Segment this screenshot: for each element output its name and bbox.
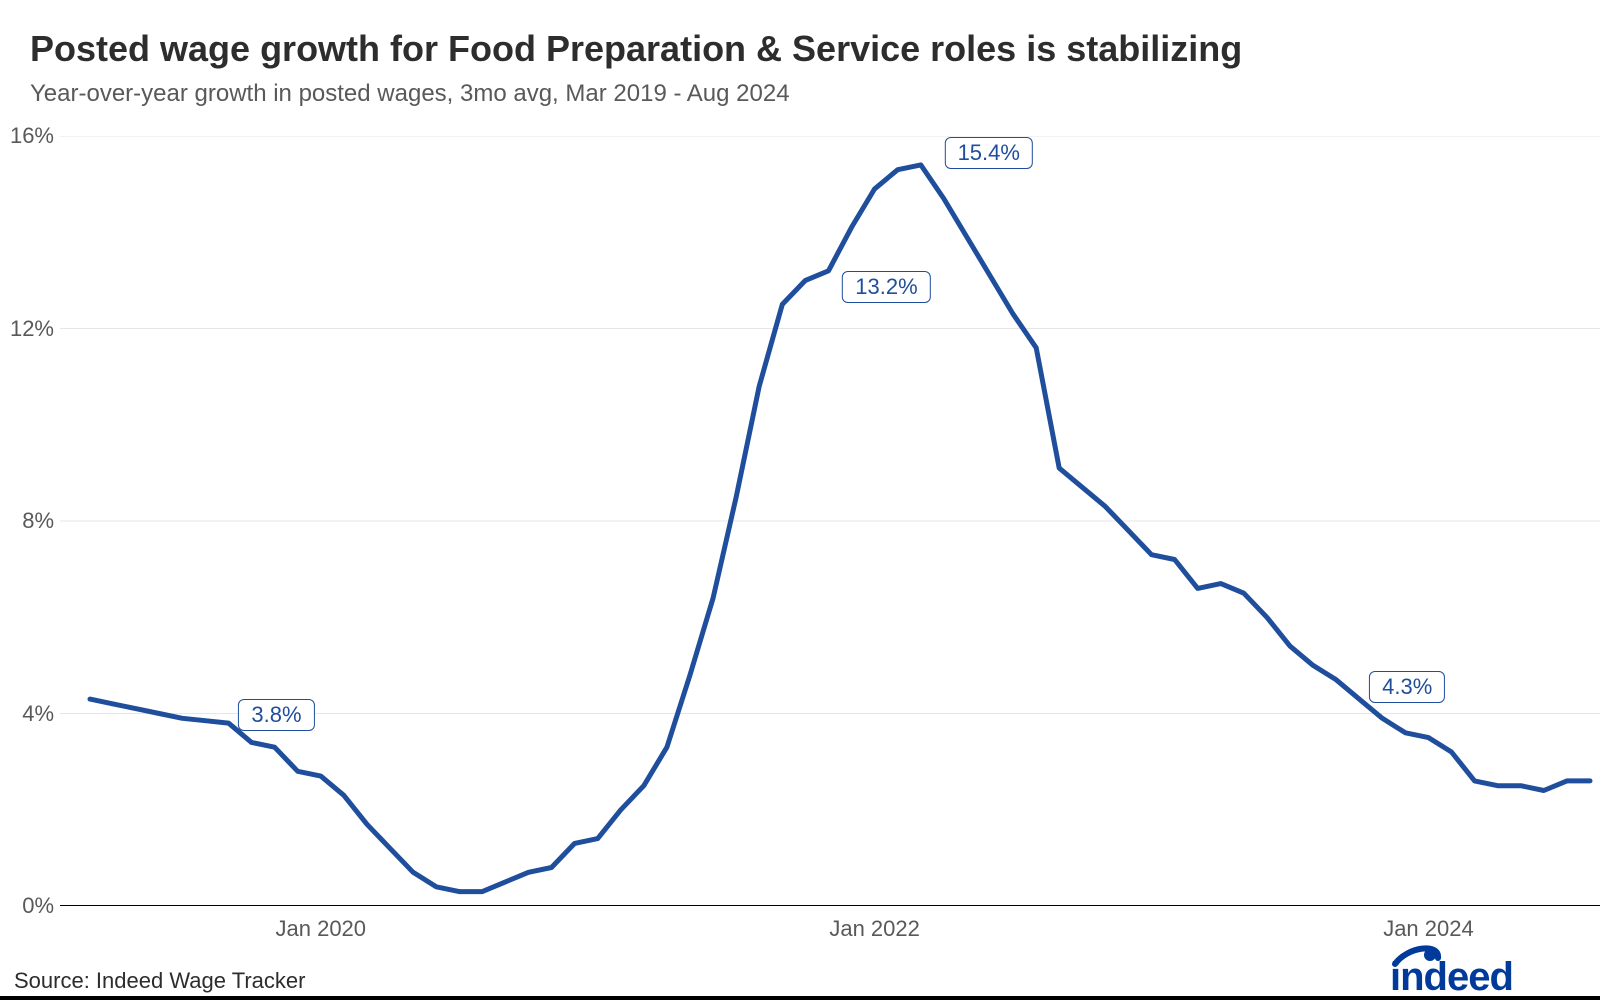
footer-bar xyxy=(0,996,1600,1000)
data-callout: 15.4% xyxy=(945,137,1033,169)
x-axis-tick-label: Jan 2024 xyxy=(1383,906,1474,942)
source-attribution: Source: Indeed Wage Tracker xyxy=(14,968,305,994)
x-axis-tick-label: Jan 2022 xyxy=(829,906,920,942)
chart-title: Posted wage growth for Food Preparation … xyxy=(30,28,1570,70)
data-callout: 3.8% xyxy=(238,699,314,731)
data-callout: 4.3% xyxy=(1369,671,1445,703)
svg-text:indeed: indeed xyxy=(1390,955,1513,994)
y-axis-tick-label: 8% xyxy=(22,508,60,534)
line-chart-svg xyxy=(60,136,1600,906)
y-axis-tick-label: 4% xyxy=(22,701,60,727)
y-axis-tick-label: 12% xyxy=(10,316,60,342)
x-axis-tick-label: Jan 2020 xyxy=(276,906,367,942)
brand-logo: indeed xyxy=(1390,942,1570,994)
y-axis-tick-label: 16% xyxy=(10,123,60,149)
chart-subtitle: Year-over-year growth in posted wages, 3… xyxy=(30,80,1570,108)
y-axis-tick-label: 0% xyxy=(22,893,60,919)
data-callout: 13.2% xyxy=(842,271,930,303)
plot-area: 0%4%8%12%16%Jan 2020Jan 2022Jan 20243.8%… xyxy=(60,136,1600,906)
indeed-logo-icon: indeed xyxy=(1390,942,1570,994)
